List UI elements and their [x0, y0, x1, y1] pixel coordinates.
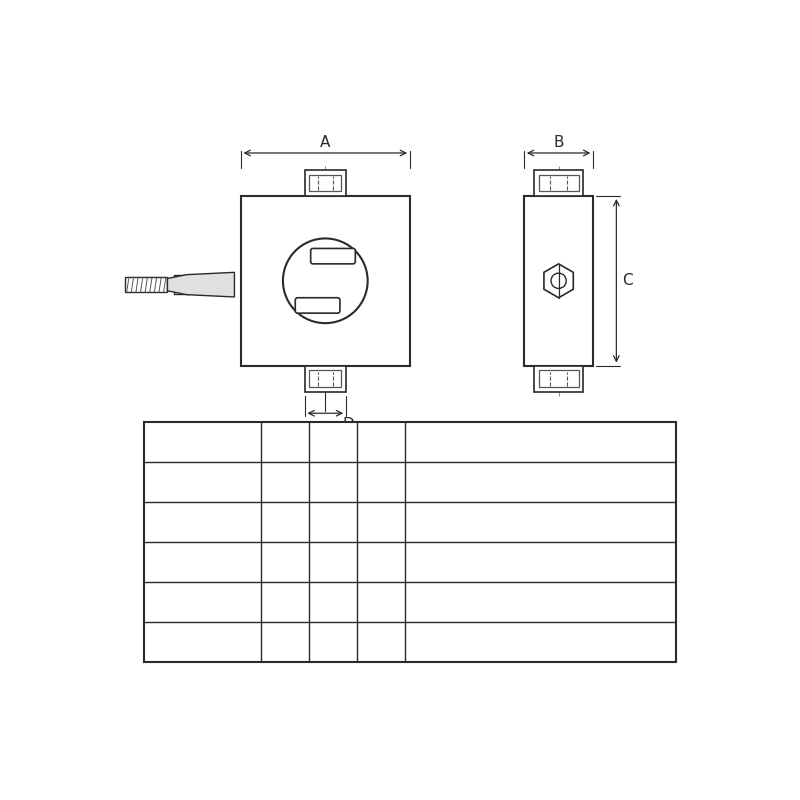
Bar	[534, 170, 583, 196]
Bar	[538, 370, 578, 387]
Text: 25: 25	[324, 634, 342, 650]
Bar	[125, 277, 167, 292]
FancyBboxPatch shape	[295, 298, 340, 313]
Bar	[538, 174, 578, 191]
Text: D: D	[342, 417, 354, 431]
Circle shape	[551, 273, 566, 289]
Text: 2-m12: 2-m12	[463, 554, 511, 570]
Text: 2-m18*1.5细牙: 2-m18*1.5细牙	[439, 634, 535, 650]
Polygon shape	[167, 272, 234, 297]
Bar	[144, 422, 676, 662]
Text: B: B	[554, 134, 564, 150]
Polygon shape	[544, 264, 574, 298]
Text: 51: 51	[276, 474, 294, 490]
Bar	[534, 366, 583, 392]
Text: 1-5kg: 1-5kg	[182, 474, 224, 490]
Text: 70: 70	[276, 514, 294, 530]
Text: 量程: 量程	[194, 434, 212, 450]
Bar	[524, 196, 594, 366]
Text: 5T: 5T	[194, 634, 212, 650]
Text: 1/2T: 1/2T	[186, 594, 219, 610]
Text: C: C	[622, 274, 633, 288]
Text: 13: 13	[324, 474, 342, 490]
Text: 2-m16: 2-m16	[463, 594, 510, 610]
Text: 70: 70	[371, 554, 390, 570]
Text: A: A	[320, 134, 330, 150]
Text: 24: 24	[324, 554, 342, 570]
Text: 60: 60	[276, 554, 294, 570]
Text: C: C	[375, 434, 386, 450]
FancyBboxPatch shape	[310, 249, 355, 264]
Bar	[305, 366, 346, 392]
Text: 65: 65	[371, 474, 390, 490]
Text: 51: 51	[276, 594, 294, 610]
Text: B: B	[328, 434, 338, 450]
Text: 7: 7	[328, 514, 338, 530]
Text: 100-500kg: 100-500kg	[163, 554, 242, 570]
Text: D: D	[481, 434, 493, 450]
Bar	[309, 174, 342, 191]
Text: 76: 76	[276, 634, 294, 650]
Text: 2-m8: 2-m8	[468, 514, 506, 530]
Text: 108: 108	[367, 634, 394, 650]
Text: 64: 64	[371, 514, 390, 530]
Bar	[305, 170, 346, 196]
Text: 70: 70	[371, 594, 390, 610]
Bar	[241, 196, 410, 366]
Text: 2-m8: 2-m8	[468, 474, 506, 490]
Text: A: A	[280, 434, 290, 450]
Bar	[309, 370, 342, 387]
Text: 10-50kg: 10-50kg	[173, 514, 233, 530]
Text: 25: 25	[324, 594, 342, 610]
Circle shape	[283, 238, 368, 323]
